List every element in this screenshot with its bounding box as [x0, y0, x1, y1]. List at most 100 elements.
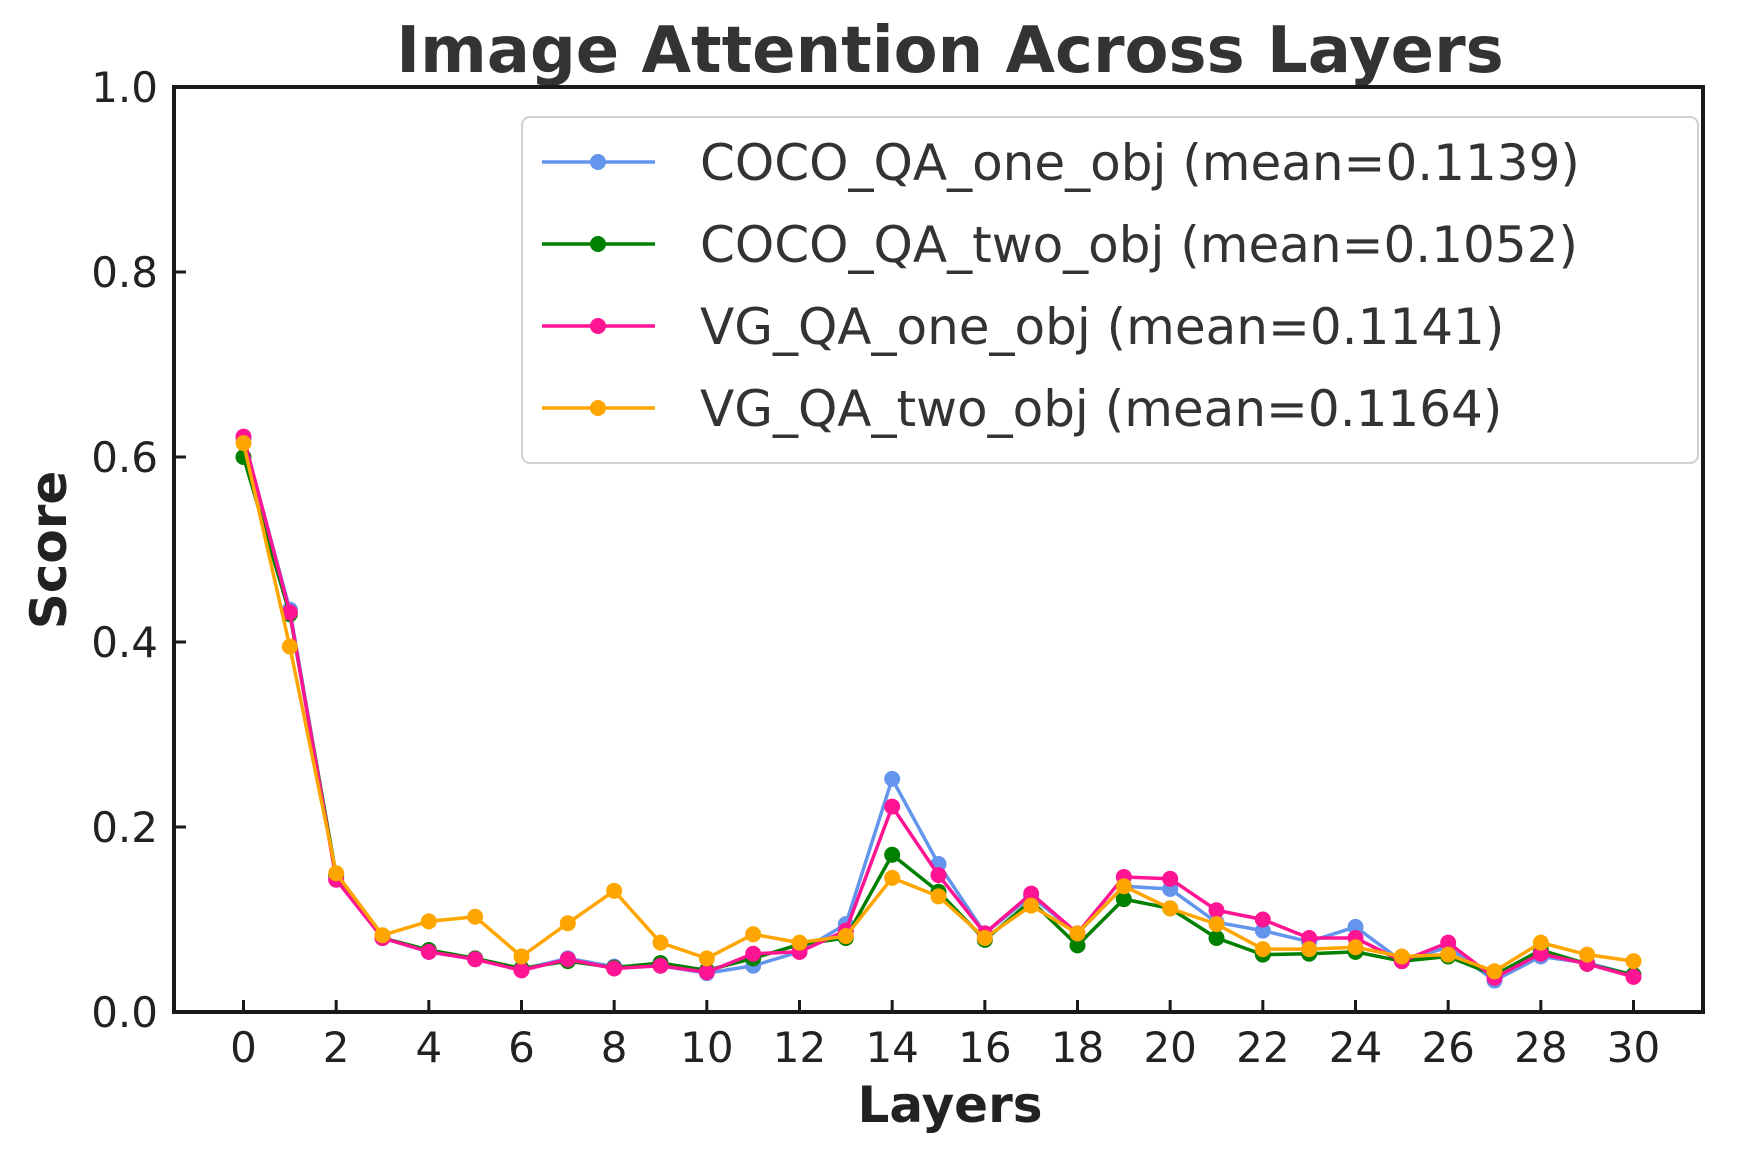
- data-point: [1301, 941, 1318, 958]
- y-tick-label: 0.2: [91, 803, 158, 852]
- data-point: [1347, 918, 1364, 935]
- data-point: [1532, 934, 1549, 951]
- y-tick-label: 0.4: [91, 618, 158, 667]
- data-point: [930, 867, 947, 884]
- x-tick-label: 12: [773, 1023, 826, 1072]
- x-tick-label: 0: [230, 1023, 257, 1072]
- legend-swatch-marker: [590, 236, 606, 252]
- data-point: [1023, 897, 1040, 914]
- data-point: [1069, 937, 1086, 954]
- y-tick-label: 0.6: [91, 433, 158, 482]
- data-point: [745, 945, 762, 962]
- y-tick-label: 1.0: [91, 63, 158, 112]
- y-axis: 0.0 0.2 0.4 0.6 0.8 1.0: [91, 63, 186, 1037]
- data-point: [1162, 900, 1179, 917]
- data-point: [652, 934, 669, 951]
- legend-label: VG_QA_one_obj (mean=0.1141): [700, 298, 1504, 356]
- x-tick-label: 2: [323, 1023, 350, 1072]
- chart-title: Image Attention Across Layers: [396, 14, 1503, 88]
- y-axis-label: Score: [20, 471, 78, 630]
- data-point: [1069, 925, 1086, 942]
- data-point: [328, 865, 345, 882]
- x-tick-label: 30: [1607, 1023, 1660, 1072]
- data-point: [420, 913, 437, 930]
- x-tick-label: 10: [680, 1023, 733, 1072]
- data-point: [281, 638, 298, 655]
- plot-frame: [172, 85, 1705, 1014]
- data-point: [420, 943, 437, 960]
- data-point: [1162, 870, 1179, 887]
- series-3: [235, 435, 1642, 980]
- data-point: [1393, 948, 1410, 965]
- legend-item: COCO_QA_one_obj (mean=0.1139): [542, 134, 1580, 192]
- data-point: [1532, 945, 1549, 962]
- x-tick-label: 8: [601, 1023, 628, 1072]
- data-point: [791, 934, 808, 951]
- data-point: [1254, 922, 1271, 939]
- x-axis: 0 2 4 6 8 10 12 14 16 18 20 22 24 26 28 30: [230, 1000, 1660, 1072]
- data-point: [606, 960, 623, 977]
- data-point: [884, 869, 901, 886]
- data-point: [1115, 878, 1132, 895]
- data-point: [235, 435, 252, 452]
- legend-item: VG_QA_two_obj (mean=0.1164): [542, 380, 1502, 438]
- data-point: [374, 927, 391, 944]
- legend-swatch-marker: [590, 400, 606, 416]
- x-tick-label: 26: [1421, 1023, 1474, 1072]
- data-point: [652, 957, 669, 974]
- data-point: [559, 915, 576, 932]
- data-point: [884, 846, 901, 863]
- x-tick-label: 18: [1051, 1023, 1104, 1072]
- legend-box: [521, 116, 1699, 464]
- x-tick-label: 28: [1514, 1023, 1567, 1072]
- legend-label: COCO_QA_one_obj (mean=0.1139): [700, 134, 1580, 192]
- data-point: [1579, 946, 1596, 963]
- x-tick-label: 20: [1143, 1023, 1196, 1072]
- x-tick-label: 4: [415, 1023, 442, 1072]
- data-point: [1347, 939, 1364, 956]
- x-tick-label: 16: [958, 1023, 1011, 1072]
- data-point: [281, 604, 298, 621]
- data-point: [1254, 941, 1271, 958]
- data-point: [559, 951, 576, 968]
- legend-label: VG_QA_two_obj (mean=0.1164): [700, 380, 1502, 438]
- legend-item: VG_QA_one_obj (mean=0.1141): [542, 298, 1504, 356]
- x-tick-label: 14: [865, 1023, 918, 1072]
- data-point: [1440, 934, 1457, 951]
- data-point: [1440, 946, 1457, 963]
- y-tick-label: 0.0: [91, 988, 158, 1037]
- x-tick-label: 22: [1236, 1023, 1289, 1072]
- data-point: [1254, 911, 1271, 928]
- data-point: [1208, 930, 1225, 946]
- data-point: [930, 888, 947, 905]
- data-point: [513, 948, 530, 965]
- data-point: [1208, 902, 1225, 919]
- data-point: [884, 770, 901, 787]
- data-point: [698, 950, 715, 967]
- data-point: [884, 798, 901, 815]
- data-point: [1486, 963, 1503, 980]
- y-tick-label: 0.8: [91, 248, 158, 297]
- legend: COCO_QA_one_obj (mean=0.1139) COCO_QA_two…: [521, 116, 1699, 464]
- data-point: [467, 951, 484, 968]
- data-point: [1301, 930, 1318, 946]
- data-point: [606, 882, 623, 899]
- data-point: [1115, 891, 1132, 908]
- data-point: [1023, 885, 1040, 902]
- legend-swatch-marker: [590, 318, 606, 334]
- legend-item: COCO_QA_two_obj (mean=0.1052): [542, 216, 1578, 274]
- data-point: [1208, 916, 1225, 933]
- series-layer: [235, 428, 1642, 989]
- x-axis-label: Layers: [858, 1076, 1043, 1134]
- legend-label: COCO_QA_two_obj (mean=0.1052): [700, 216, 1578, 274]
- series-0: [235, 430, 1642, 989]
- data-point: [837, 928, 854, 945]
- data-point: [976, 930, 993, 946]
- x-tick-label: 24: [1329, 1023, 1382, 1072]
- data-point: [745, 926, 762, 943]
- data-point: [513, 962, 530, 979]
- data-point: [1625, 968, 1642, 985]
- legend-swatch-marker: [590, 154, 606, 170]
- x-tick-label: 6: [508, 1023, 535, 1072]
